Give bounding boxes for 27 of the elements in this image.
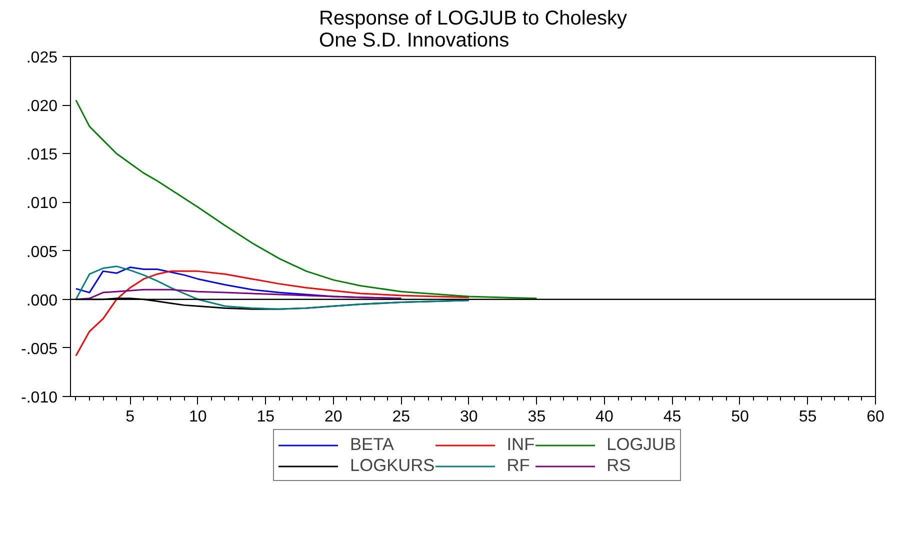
legend-label: INF <box>506 434 535 455</box>
x-tick-label: 40 <box>596 408 614 426</box>
x-tick-label: 60 <box>866 408 884 426</box>
x-tick-label: 45 <box>663 408 682 426</box>
legend-label: LOGKURS <box>350 455 435 476</box>
x-tick-label: 50 <box>731 408 749 426</box>
y-tick-label: .020 <box>26 98 58 116</box>
x-tick-label: 10 <box>188 408 207 426</box>
x-tick-label: 20 <box>324 408 342 426</box>
y-tick-label: .010 <box>26 195 58 212</box>
y-tick-label: .005 <box>26 244 58 261</box>
y-tick-label: .025 <box>26 50 58 66</box>
y-tick-label: .015 <box>26 146 58 164</box>
y-tick-label: -.010 <box>21 390 58 406</box>
y-tick-label: .000 <box>26 292 58 310</box>
legend-label: RS <box>606 455 631 476</box>
x-tick-label: 25 <box>392 408 410 426</box>
x-tick-label: 5 <box>126 408 135 426</box>
y-tick-label: -.005 <box>21 340 58 358</box>
chart-title: Response of LOGJUB to Cholesky One S.D. Innovations <box>319 8 627 52</box>
legend-label: BETA <box>350 434 394 455</box>
x-tick-label: 30 <box>460 408 478 426</box>
x-tick-label: 35 <box>528 408 546 426</box>
legend-label: LOGJUB <box>606 434 676 455</box>
x-tick-label: 15 <box>256 408 275 426</box>
x-tick-label: 55 <box>798 408 817 426</box>
legend-label: RF <box>506 455 530 476</box>
